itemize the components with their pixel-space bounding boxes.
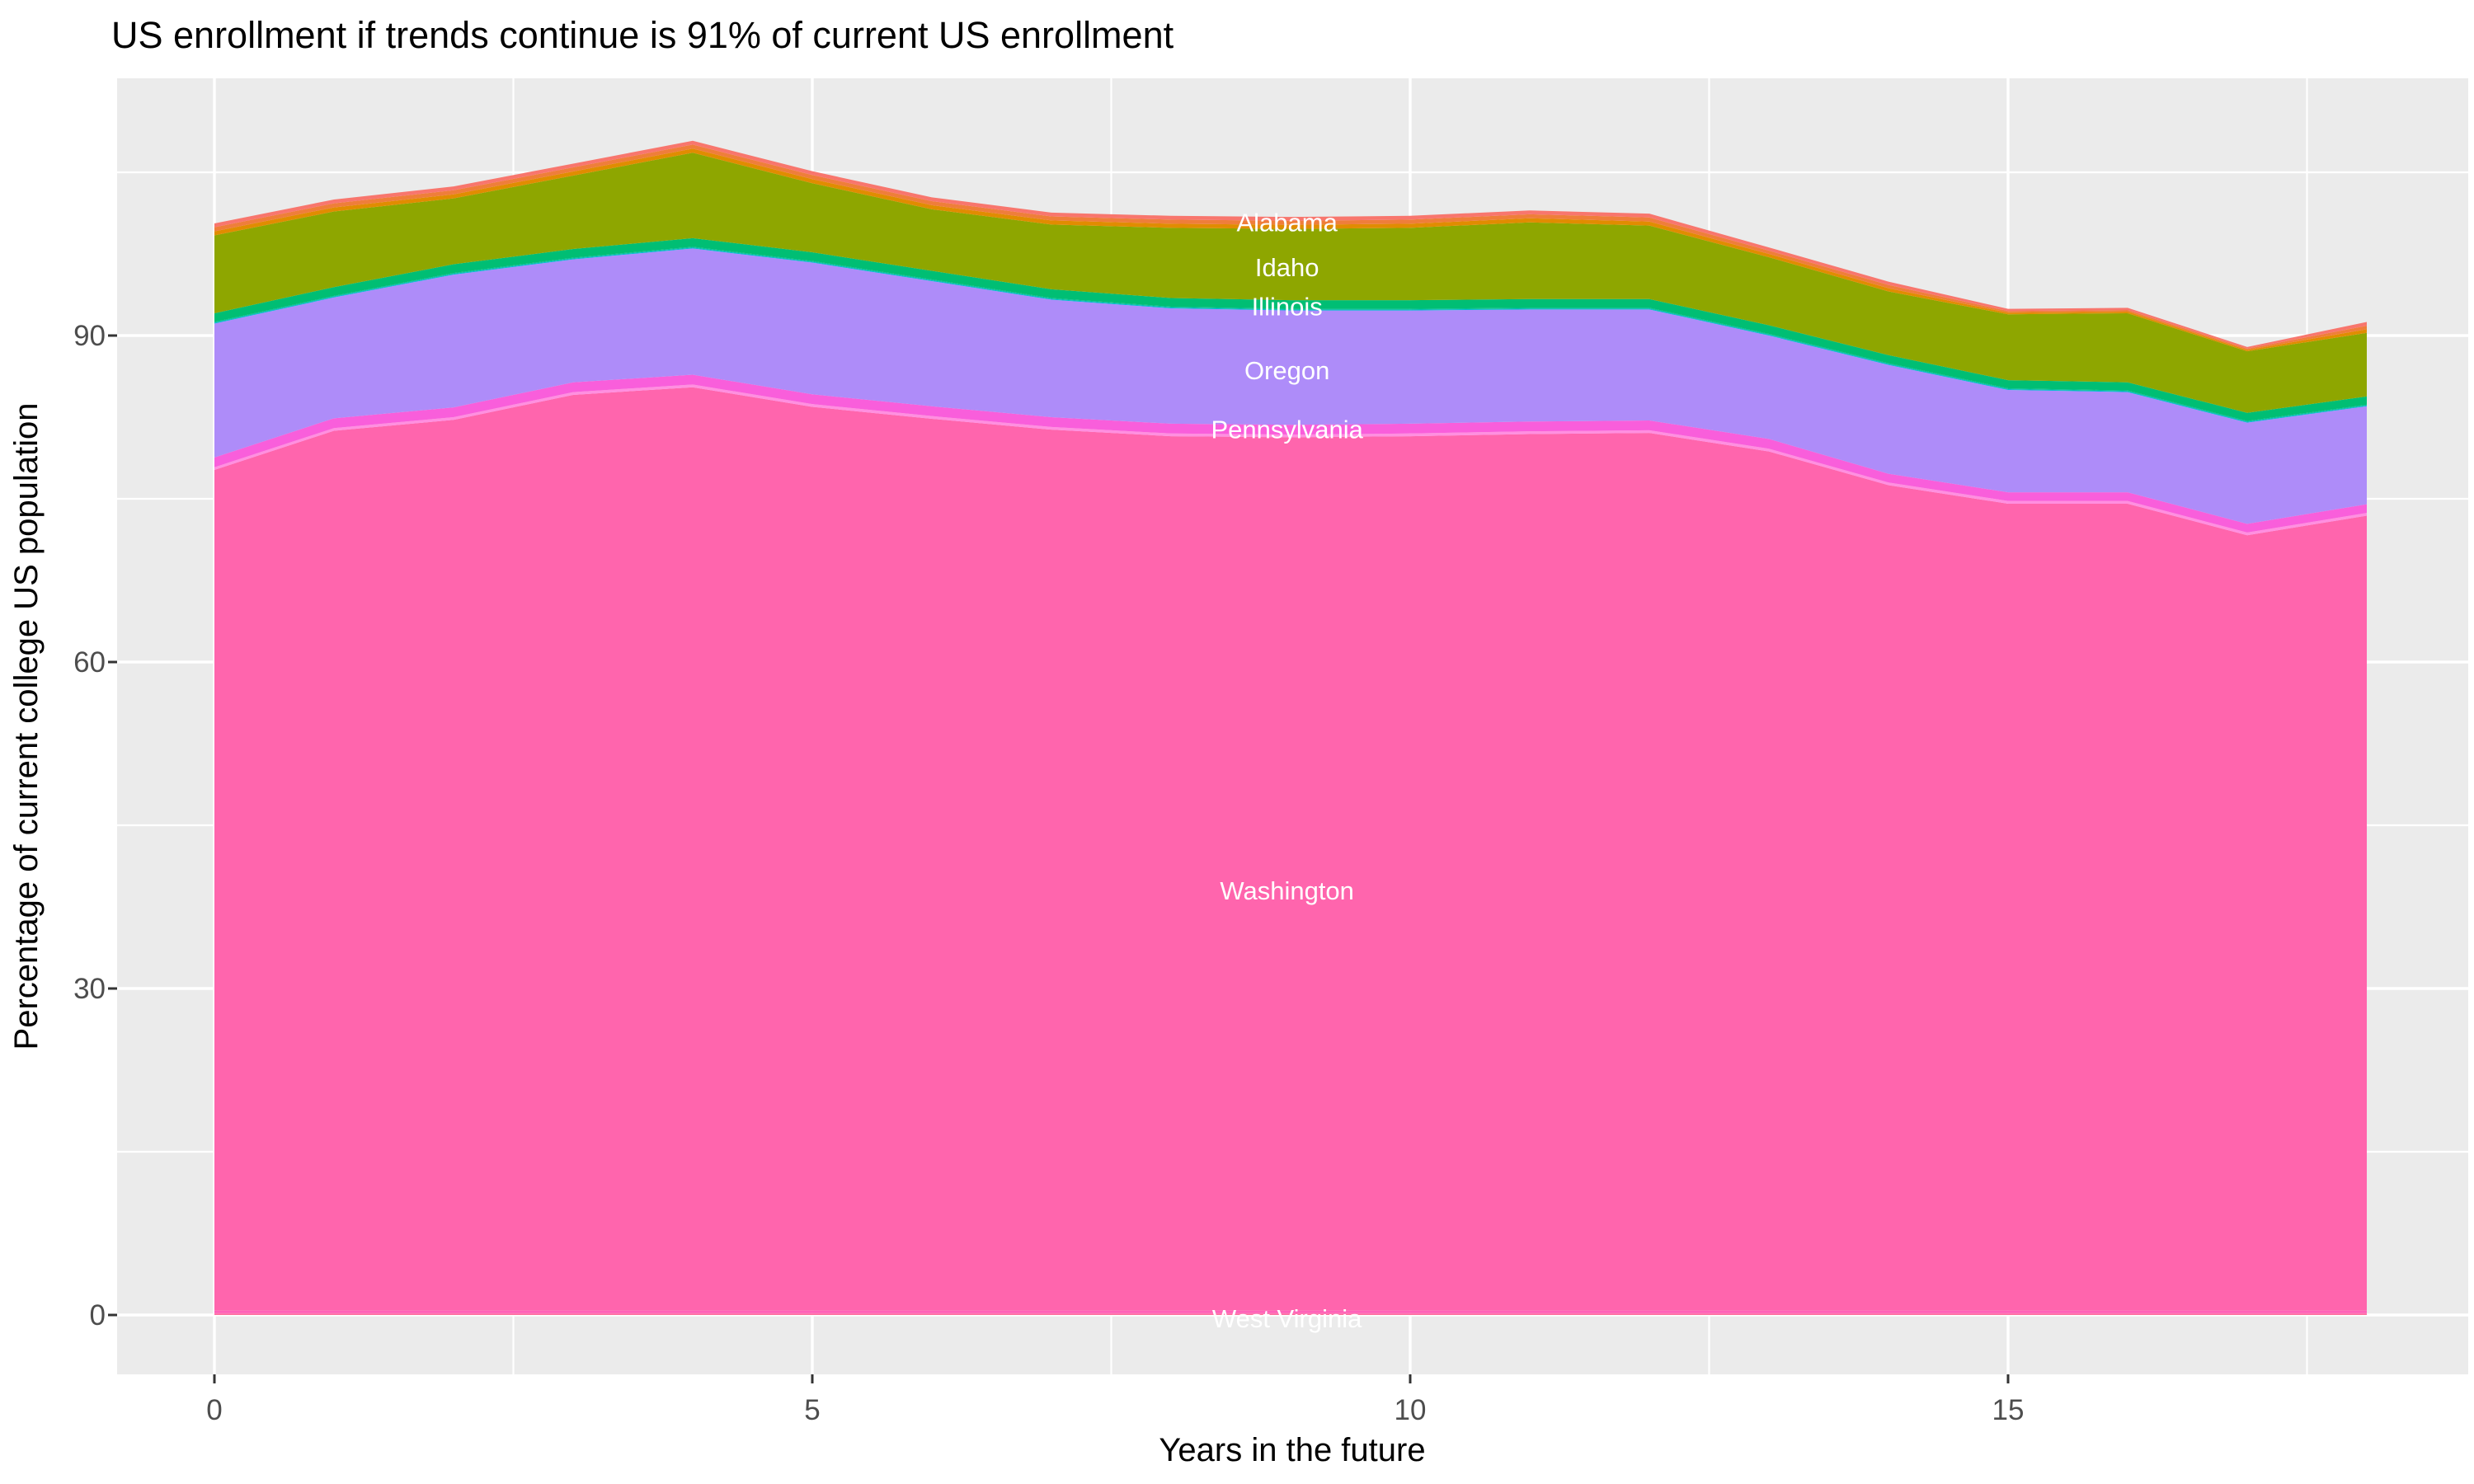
y-axis-title: Percentage of current college US populat… [8, 403, 45, 1050]
area-label-washington: Washington [1220, 876, 1354, 905]
x-tick-labels: 0 5 10 15 [206, 1394, 2024, 1426]
area-series [214, 140, 2367, 1315]
x-axis-title: Years in the future [1159, 1432, 1425, 1468]
chart-title: US enrollment if trends continue is 91% … [111, 14, 1174, 56]
area-other-states-bottom-slivers [214, 1313, 2367, 1315]
area-washington [214, 387, 2367, 1311]
y-tick-label: 0 [90, 1299, 106, 1331]
y-tick-label: 90 [73, 320, 106, 352]
y-tick-label: 60 [73, 646, 106, 679]
area-label-alabama: Alabama [1236, 209, 1338, 237]
axis-ticks [108, 334, 2010, 1383]
area-label-illinois: Illinois [1252, 292, 1323, 321]
area-label-west-virginia: West Virginia [1212, 1304, 1362, 1333]
y-tick-label: 30 [73, 973, 106, 1005]
x-tick-label: 5 [804, 1394, 820, 1426]
x-tick-label: 10 [1395, 1394, 1427, 1426]
area-label-oregon: Oregon [1244, 356, 1329, 385]
area-labels: Alabama Idaho Illinois Oregon Pennsylvania Wa… [1211, 209, 1363, 1333]
x-tick-label: 15 [1992, 1394, 2025, 1426]
y-tick-labels: 0 30 60 90 [73, 320, 106, 1331]
area-oregon [214, 248, 2367, 524]
x-tick-label: 0 [206, 1394, 222, 1426]
area-idaho [214, 153, 2367, 413]
area-label-pennsylvania: Pennsylvania [1211, 416, 1363, 444]
area-label-idaho: Idaho [1255, 253, 1319, 282]
area-west-virginia [214, 1310, 2367, 1313]
